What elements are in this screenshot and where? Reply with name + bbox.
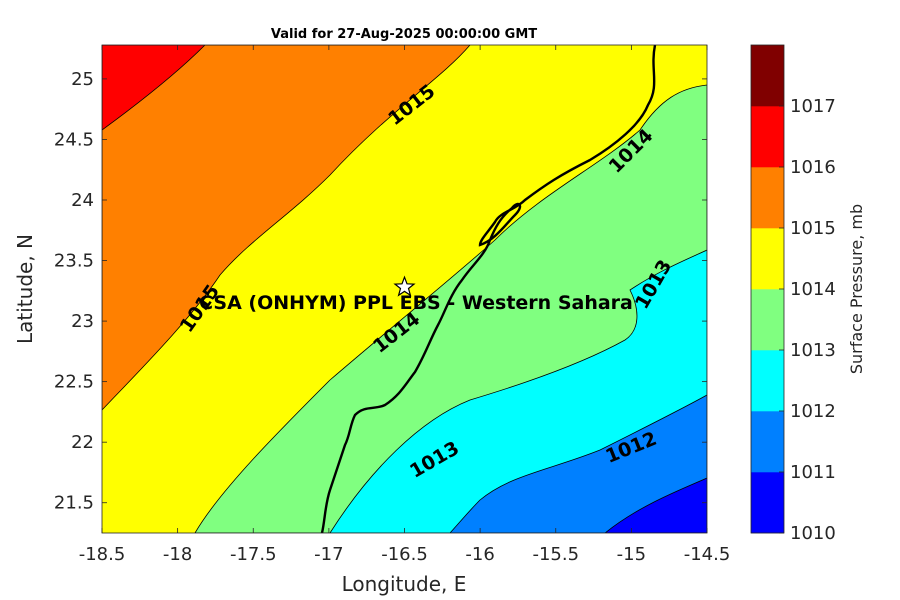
colorbar-tick-label: 1010 bbox=[790, 523, 836, 544]
y-tick-label: 21.5 bbox=[54, 493, 94, 514]
colorbar-label: Surface Pressure, mb bbox=[847, 204, 866, 374]
colorbar-swatch bbox=[751, 106, 784, 168]
x-tick-label: -15 bbox=[617, 544, 646, 565]
x-tick-label: -18.5 bbox=[79, 544, 126, 565]
y-tick-label: 24.5 bbox=[54, 129, 94, 150]
x-tick-label: -17.5 bbox=[230, 544, 277, 565]
colorbar-tick-label: 1012 bbox=[790, 401, 836, 422]
y-axis-ticks: 21.5 22 22.5 23 23.5 24 24.5 25 bbox=[54, 69, 707, 514]
station-label: CSA (ONHYM) PPL EBS - Western Sahara bbox=[199, 292, 633, 314]
station: CSA (ONHYM) PPL EBS - Western Sahara bbox=[199, 275, 633, 314]
colorbar: 1010 1011 1012 1013 1014 1015 1016 1017 bbox=[750, 44, 836, 544]
band-1011-1012 bbox=[449, 394, 707, 533]
x-axis-label: Longitude, E bbox=[342, 572, 467, 596]
y-tick-label: 24 bbox=[71, 190, 94, 211]
y-tick-label: 25 bbox=[71, 69, 94, 90]
colorbar-tick-label: 1011 bbox=[790, 462, 836, 483]
x-tick-label: -16.5 bbox=[381, 544, 428, 565]
x-axis-ticks: -18.5 -18 -17.5 -17 -16.5 -16 -15.5 -15 -14.5 bbox=[79, 45, 731, 565]
coastline bbox=[320, 45, 657, 533]
map-title: Valid for 27-Aug-2025 00:00:00 GMT bbox=[271, 27, 537, 42]
y-tick-label: 22 bbox=[71, 432, 94, 453]
x-tick-label: -15.5 bbox=[532, 544, 579, 565]
x-tick-label: -14.5 bbox=[684, 544, 731, 565]
colorbar-tick-label: 1013 bbox=[790, 340, 836, 361]
station-star-icon[interactable] bbox=[393, 275, 416, 297]
colorbar-tick-label: 1014 bbox=[790, 279, 836, 300]
band-1016-1017 bbox=[102, 45, 206, 131]
x-tick-label: -16 bbox=[465, 544, 494, 565]
colorbar-tick-label: 1015 bbox=[790, 218, 836, 239]
x-tick-label: -18 bbox=[163, 544, 192, 565]
y-tick-label: 23 bbox=[71, 311, 94, 332]
colorbar-swatch bbox=[751, 411, 784, 473]
colorbar-swatch bbox=[751, 167, 784, 229]
x-tick-label: -17 bbox=[314, 544, 343, 565]
colorbar-swatch bbox=[751, 45, 784, 107]
colorbar-swatch bbox=[751, 472, 784, 534]
y-tick-label: 23.5 bbox=[54, 251, 94, 272]
colorbar-swatch bbox=[751, 228, 784, 290]
colorbar-swatch bbox=[751, 350, 784, 412]
y-axis-label: Latitude, N bbox=[13, 234, 37, 344]
colorbar-tick-label: 1017 bbox=[790, 96, 836, 117]
band-1015-1016 bbox=[102, 45, 471, 411]
colorbar-tick-label: 1016 bbox=[790, 157, 836, 178]
colorbar-swatch bbox=[751, 289, 784, 351]
y-tick-label: 22.5 bbox=[54, 372, 94, 393]
map-area bbox=[102, 45, 707, 533]
